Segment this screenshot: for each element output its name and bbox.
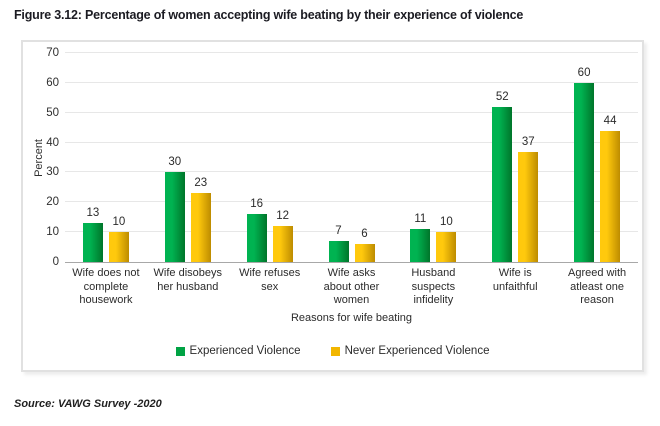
- gridline: [65, 201, 638, 203]
- chart-panel: Percent 0 10 20 30 40 50 60 70 13 10 30 23 16 12 7 6 11…: [21, 40, 644, 372]
- bar-group-husband-suspects-infidelity: 11 10: [392, 53, 474, 262]
- legend-entry-never-experienced-violence: Never Experienced Violence: [330, 345, 490, 357]
- legend: Experienced Violence Never Experienced Vi…: [23, 345, 642, 357]
- bar-experienced-violence: 60: [574, 67, 595, 262]
- bar-value-label: 12: [276, 210, 290, 223]
- x-axis-title: Reasons for wife beating: [290, 312, 413, 324]
- bar-experienced-violence: 52: [492, 91, 513, 262]
- bar-value-label: 44: [603, 114, 617, 127]
- bar-group-agreed-with-atleast-one-reason: 60 44: [556, 53, 638, 262]
- gridline: [65, 111, 638, 113]
- legend-label: Never Experienced Violence: [344, 345, 490, 357]
- gridline: [65, 52, 638, 53]
- gridline: [65, 231, 638, 233]
- bar-group-wife-disobeys-her-husband: 30 23: [147, 53, 229, 262]
- gridline: [65, 81, 638, 83]
- category-label: Wife disobeys her husband: [153, 267, 223, 293]
- bar-value-label: 60: [577, 66, 591, 79]
- category-label: Wife is unfaithful: [492, 267, 538, 293]
- y-tick-label: 20: [46, 196, 59, 209]
- bar-experienced-violence: 11: [410, 213, 431, 262]
- y-tick-label: 40: [46, 136, 59, 149]
- bar-value-label: 7: [335, 225, 342, 238]
- bar-experienced-violence: 13: [82, 207, 103, 262]
- bar-never-experienced-violence: 6: [354, 228, 375, 262]
- bar-never-experienced-violence: 44: [600, 115, 621, 262]
- plot-area: 13 10 30 23 16 12 7 6 11 10 52 37 60 44: [65, 52, 638, 263]
- bar-experienced-violence: 16: [246, 198, 267, 262]
- bar-value-label: 10: [112, 216, 126, 229]
- y-tick-label: 60: [46, 76, 59, 89]
- bar-never-experienced-violence: 23: [190, 177, 211, 262]
- bar-value-label: 30: [168, 156, 182, 169]
- bar-never-experienced-violence: 12: [272, 210, 293, 262]
- y-tick-label: 30: [46, 166, 59, 179]
- bar-never-experienced-violence: 37: [518, 136, 539, 262]
- category-label: Husband suspects infidelity: [411, 267, 456, 306]
- bar-value-label: 16: [250, 198, 264, 211]
- category-label: Wife asks about other women: [323, 267, 380, 306]
- bar-value-label: 6: [361, 228, 368, 241]
- y-tick-label: 70: [46, 47, 59, 59]
- y-tick-label: 0: [52, 256, 59, 268]
- category-label: Agreed with atleast one reason: [568, 267, 627, 306]
- x-axis-category-labels: Wife does not complete housework Wife dis…: [65, 267, 638, 308]
- bar-value-label: 13: [86, 207, 100, 220]
- bar-experienced-violence: 30: [164, 156, 185, 262]
- bar-value-label: 10: [439, 216, 453, 229]
- bar-value-label: 11: [414, 213, 427, 226]
- bar-value-label: 37: [521, 135, 535, 148]
- bar-group-wife-is-unfaithful: 52 37: [474, 53, 556, 262]
- bar-experienced-violence: 7: [328, 225, 349, 262]
- bar-groups: 13 10 30 23 16 12 7 6 11 10 52 37 60 44: [65, 53, 638, 262]
- category-label: Wife refuses sex: [239, 267, 301, 293]
- y-tick-label: 50: [46, 106, 59, 119]
- source-note: Source: VAWG Survey -2020: [14, 398, 162, 410]
- bar-group-wife-does-not-complete-housework: 13 10: [65, 53, 147, 262]
- bar-value-label: 52: [495, 90, 509, 103]
- gridline: [65, 141, 638, 143]
- legend-swatch-experienced-violence: [175, 346, 185, 356]
- gridline: [65, 171, 638, 173]
- figure-title: Figure 3.12: Percentage of women accepti…: [14, 8, 524, 22]
- legend-entry-experienced-violence: Experienced Violence: [175, 345, 301, 357]
- y-axis-ticks: 0 10 20 30 40 50 60 70: [23, 47, 59, 268]
- y-tick-label: 10: [46, 226, 59, 239]
- bar-value-label: 23: [194, 177, 208, 190]
- bar-never-experienced-violence: 10: [436, 216, 457, 262]
- legend-label: Experienced Violence: [189, 345, 301, 357]
- category-label: Wife does not complete housework: [72, 267, 140, 306]
- bar-never-experienced-violence: 10: [108, 216, 129, 262]
- gridlines: [65, 52, 638, 262]
- legend-swatch-never-experienced-violence: [330, 346, 340, 356]
- bar-group-wife-refuses-sex: 16 12: [229, 53, 311, 262]
